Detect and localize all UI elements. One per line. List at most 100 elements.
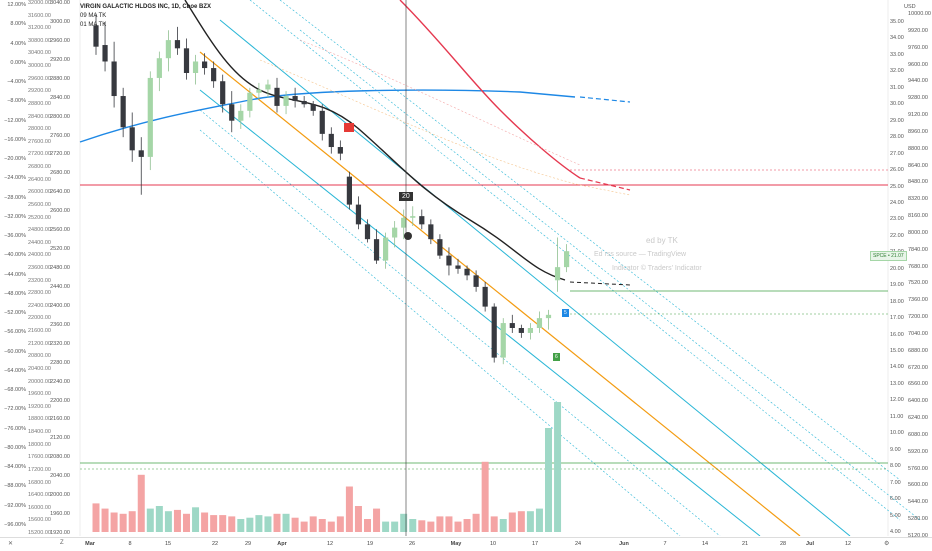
candle-body <box>301 100 307 105</box>
last-price-tag: SPCE • 21.07 <box>870 251 907 261</box>
axis-tick-label: 3040.00 <box>50 0 70 6</box>
candle <box>500 318 506 365</box>
axis-tick-label-inner: 20400.00 <box>28 365 51 372</box>
axis-tick-label: 7360.00 <box>908 297 928 304</box>
symbol-title[interactable]: VIRGIN GALACTIC HLDGS INC, 1D, Cboe BZX <box>80 4 212 10</box>
axis-tick-label: 11.00 <box>890 413 904 420</box>
volume-bar <box>246 517 254 532</box>
volume-bars <box>92 402 562 532</box>
ma-blue <box>79 89 576 143</box>
volume-bar <box>92 503 100 532</box>
price-chart[interactable] <box>0 0 932 536</box>
volume-bar <box>345 486 353 532</box>
zoom-icon[interactable]: Z <box>60 540 64 546</box>
axis-tick-label-inner: 17600.00 <box>28 454 51 461</box>
axis-tick-label-inner: 21600.00 <box>28 328 51 335</box>
axis-tick-label: 1960.00 <box>50 511 70 518</box>
axis-tick-label: 2720.00 <box>50 151 70 158</box>
volume-bar <box>354 506 362 532</box>
axis-tick-label: 2800.00 <box>50 113 70 120</box>
candle-body <box>147 77 153 157</box>
axis-tick-label: 5760.00 <box>908 465 928 472</box>
date-tick-label: 24 <box>574 541 582 547</box>
volume-bar <box>336 516 344 532</box>
axis-tick-label: 2840.00 <box>50 94 70 101</box>
settings-icon[interactable]: ✕ <box>8 541 14 547</box>
volume-bar <box>364 519 371 532</box>
axis-tick-label: −8.00% <box>7 98 26 105</box>
axis-tick-label: 8800.00 <box>908 145 928 152</box>
candle-body <box>473 275 479 287</box>
axis-tick-label: 0.00% <box>10 59 26 66</box>
axis-tick-label-inner: 26400.00 <box>28 176 51 183</box>
candle-body <box>229 104 235 121</box>
volume-bar <box>445 516 453 532</box>
candle <box>238 104 244 129</box>
points-axis: 3040.00 3000.00 2960.00 2920.00 2880.00 2840.… <box>28 0 76 536</box>
volume-bar <box>463 519 471 532</box>
ma-legend-1[interactable]: 09 MA TK <box>80 13 107 19</box>
axis-tick-label: 6080.00 <box>908 431 928 438</box>
axis-tick-label-inner: 17200.00 <box>28 466 51 473</box>
axis-tick-label: −12.00% <box>4 117 26 124</box>
candle-body <box>165 40 171 59</box>
axis-tick-label-inner: 26000.00 <box>28 189 51 196</box>
volume-bar <box>418 520 426 532</box>
axis-tick-label: 2120.00 <box>50 435 70 442</box>
candle-body <box>192 61 199 73</box>
axis-settings-icon[interactable]: ⚙ <box>884 541 890 547</box>
volume-bar <box>228 516 236 532</box>
axis-tick-label: 2920.00 <box>50 56 70 63</box>
candle <box>437 234 443 259</box>
volume-bar <box>517 511 525 532</box>
candle-body <box>102 45 108 62</box>
axis-tick-label-inner: 22000.00 <box>28 315 51 322</box>
candle-body <box>401 217 407 228</box>
date-tick-label: 8 <box>128 541 132 547</box>
axis-tick-label: 33.00 <box>890 51 904 58</box>
axis-tick-label: 8.00 <box>890 463 901 470</box>
candle-body <box>455 265 461 269</box>
candle-body <box>437 239 443 256</box>
candle-body <box>346 176 352 205</box>
axis-tick-label: 9920.00 <box>908 27 928 34</box>
axis-tick-label-inner: 31600.00 <box>28 12 51 19</box>
channel-line <box>219 19 851 536</box>
candle-body <box>446 255 452 266</box>
axis-tick-label-inner: 29200.00 <box>28 88 51 95</box>
candle-body <box>564 251 570 268</box>
axis-tick-label: 9440.00 <box>908 78 928 85</box>
candle <box>93 13 99 55</box>
candle <box>120 87 126 138</box>
axis-tick-label-inner: 16400.00 <box>28 492 51 499</box>
axis-tick-label: 12.00 <box>890 397 904 404</box>
candle-body <box>120 96 126 128</box>
axis-tick-label: −88.00% <box>4 483 26 490</box>
volume-bar <box>436 516 444 532</box>
axis-tick-label: −36.00% <box>4 233 26 240</box>
axis-tick-label-inner: 20000.00 <box>28 378 51 385</box>
volume-bar <box>101 508 109 532</box>
candle-body <box>383 237 389 261</box>
axis-tick-label: 9120.00 <box>908 112 928 119</box>
ma-legend-2[interactable]: 01 MA TK <box>80 22 107 28</box>
axis-tick-label: 5440.00 <box>908 499 928 506</box>
volume-bar <box>119 513 127 532</box>
candle-body <box>518 328 524 333</box>
axis-tick-label: −52.00% <box>4 310 26 317</box>
axis-tick-label: −56.00% <box>4 329 26 336</box>
candle-body <box>554 267 561 281</box>
axis-tick-label-inner: 18400.00 <box>28 429 51 436</box>
date-axis[interactable]: Mar 8 15 22 29 Apr 12 19 26 May 10 17 24 Jun 7 14 21 28 Ju… <box>0 537 932 551</box>
volume-bar <box>508 512 516 532</box>
axis-tick-label-inner: 23600.00 <box>28 265 51 271</box>
symbol-legend[interactable]: VIRGIN GALACTIC HLDGS INC, 1D, Cboe BZX … <box>80 3 211 30</box>
ma-faint-1 <box>299 39 581 166</box>
axis-tick-label: 6.00 <box>890 496 901 503</box>
axis-tick-label-inner: 24000.00 <box>28 252 51 259</box>
price-axis[interactable]: 35.00 34.00 33.00 32.00 31.00 30.00 29.00 28.00… <box>888 0 912 536</box>
axis-tick-label: 22.00 <box>890 232 904 239</box>
axis-tick-label-inner: 16000.00 <box>28 504 51 511</box>
volume-bar <box>499 519 507 532</box>
volume-bar <box>164 511 172 532</box>
